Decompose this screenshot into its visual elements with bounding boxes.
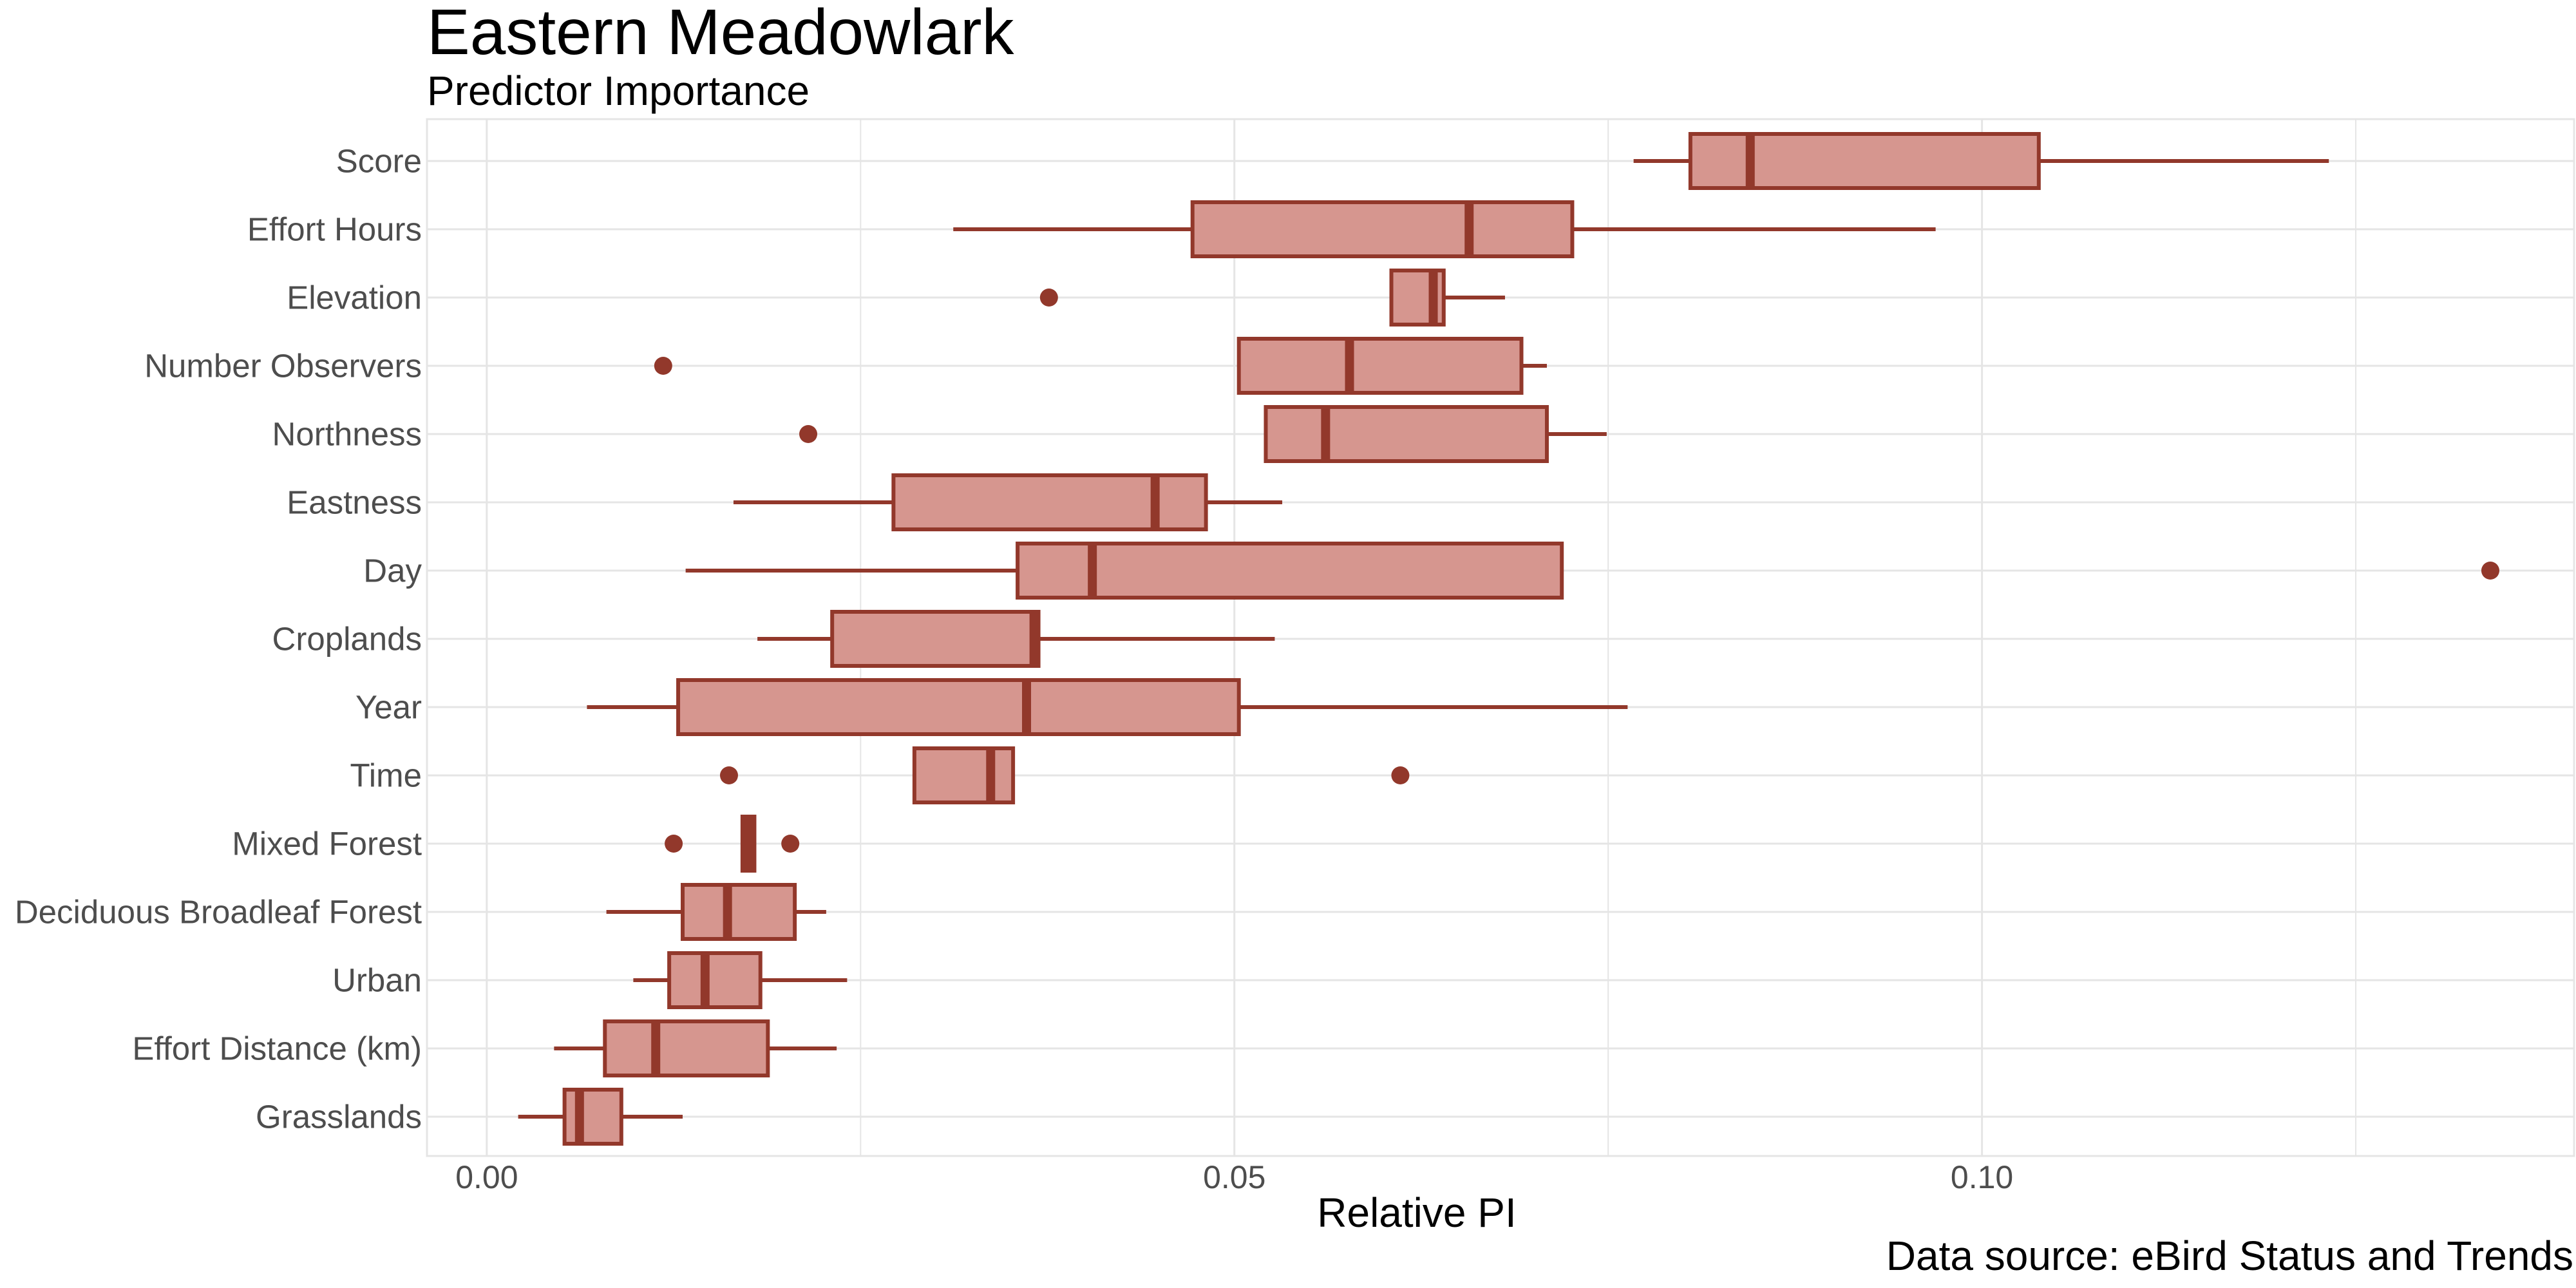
x-tick-label: 0.00 — [455, 1159, 518, 1195]
box-deciduous-broadleaf-forest — [606, 883, 826, 941]
box-elevation — [1039, 269, 1505, 327]
x-tick-label: 0.05 — [1203, 1159, 1265, 1195]
box-effort-hours — [953, 200, 1936, 258]
box-eastness — [733, 473, 1283, 531]
y-category-label: Mixed Forest — [232, 826, 422, 862]
box-score — [1633, 132, 2329, 190]
outlier-point — [781, 835, 800, 853]
iqr-box — [1236, 337, 1524, 395]
outlier-point — [2481, 562, 2499, 580]
box-year — [587, 678, 1628, 736]
iqr-box — [1016, 542, 1564, 600]
box-grasslands — [518, 1088, 683, 1146]
outlier-point — [654, 357, 672, 375]
y-category-label: Number Observers — [144, 348, 422, 384]
y-category-label: Deciduous Broadleaf Forest — [15, 894, 422, 931]
iqr-box — [1264, 405, 1549, 463]
box-day — [685, 542, 2499, 600]
caption: Data source: eBird Status and Trends — [1886, 1233, 2573, 1279]
iqr-box — [1190, 200, 1575, 258]
x-axis-title: Relative PI — [1317, 1189, 1516, 1236]
y-category-label: Score — [336, 143, 422, 180]
iqr-box — [562, 1088, 623, 1146]
y-category-label: Year — [355, 689, 422, 726]
y-category-label: Time — [350, 757, 422, 794]
box-urban — [633, 951, 848, 1009]
y-category-label: Croplands — [272, 621, 422, 658]
y-category-label: Northness — [272, 416, 422, 453]
box-effort-distance-km — [554, 1019, 837, 1077]
iqr-box — [830, 610, 1041, 668]
y-category-label: Effort Hours — [247, 211, 422, 248]
y-tick-labels: Score Effort Hours Elevation Number Observe… — [15, 143, 422, 1135]
outlier-point — [1039, 289, 1058, 307]
outlier-point — [665, 835, 683, 853]
outlier-point — [719, 766, 738, 784]
chart-title: Eastern Meadowlark — [427, 0, 1014, 68]
iqr-box — [681, 883, 797, 941]
y-category-label: Effort Distance (km) — [132, 1030, 422, 1067]
chart-subtitle: Predictor Importance — [427, 68, 810, 114]
iqr-box — [912, 746, 1016, 804]
iqr-box — [1688, 132, 2041, 190]
iqr-box — [667, 951, 762, 1009]
box-northness — [799, 405, 1607, 463]
outlier-point — [799, 425, 818, 443]
outlier-point — [1391, 766, 1410, 784]
y-category-label: Elevation — [287, 279, 422, 316]
boxes — [518, 132, 2499, 1146]
x-tick-labels: 0.00 0.05 0.10 — [455, 1159, 2013, 1195]
y-category-label: Urban — [332, 962, 422, 999]
iqr-box — [603, 1019, 770, 1077]
box-number-observers — [654, 337, 1547, 395]
y-category-label: Grasslands — [256, 1099, 422, 1135]
y-category-label: Day — [363, 553, 422, 589]
box-croplands — [757, 610, 1275, 668]
x-tick-label: 0.10 — [1951, 1159, 2013, 1195]
box-mixed-forest — [665, 815, 800, 873]
y-category-label: Eastness — [287, 484, 422, 521]
iqr-box — [676, 678, 1241, 736]
box-time — [719, 746, 1410, 804]
